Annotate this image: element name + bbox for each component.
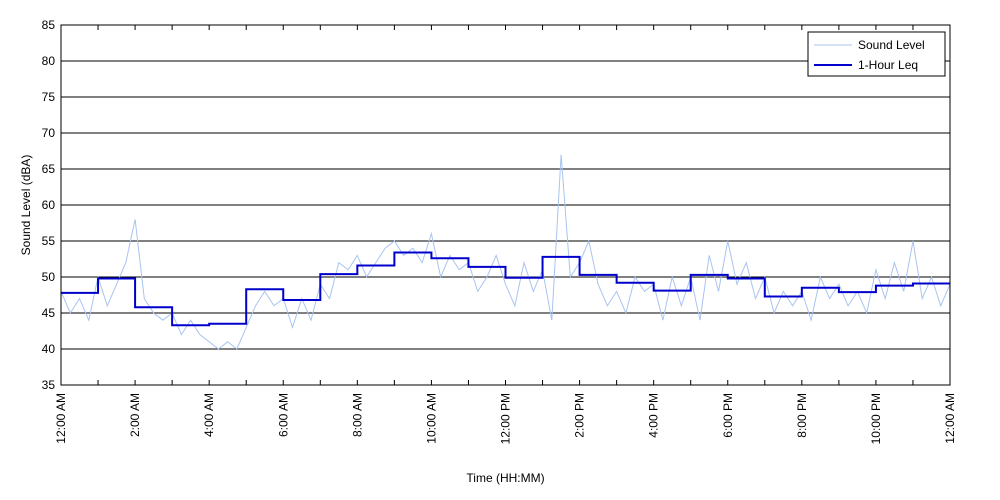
x-tick-label: 10:00 PM xyxy=(869,393,883,444)
y-tick-label: 65 xyxy=(42,162,56,176)
y-tick-label: 75 xyxy=(42,90,56,104)
y-tick-label: 60 xyxy=(42,198,56,212)
x-tick-label: 6:00 AM xyxy=(276,393,290,437)
y-tick-label: 85 xyxy=(42,18,56,32)
x-tick-label: 4:00 PM xyxy=(647,393,661,438)
y-axis-label: Sound Level (dBA) xyxy=(19,155,33,256)
y-tick-label: 55 xyxy=(42,234,56,248)
y-tick-label: 45 xyxy=(42,306,56,320)
x-axis: 12:00 AM 2:00 AM 4:00 AM 6:00 AM 8:00 AM 10:0… xyxy=(54,25,957,444)
legend: Sound Level 1-Hour Leq xyxy=(807,31,946,77)
x-tick-label: 8:00 PM xyxy=(795,393,809,438)
legend-box xyxy=(807,31,946,77)
x-tick-label: 4:00 AM xyxy=(202,393,216,437)
y-tick-label: 70 xyxy=(42,126,56,140)
x-tick-label: 12:00 AM xyxy=(943,393,957,444)
x-tick-label: 6:00 PM xyxy=(721,393,735,438)
y-tick-label: 50 xyxy=(42,270,56,284)
x-tick-label: 2:00 PM xyxy=(573,393,587,438)
legend-label-1-hour-leq: 1-Hour Leq xyxy=(858,58,918,72)
x-tick-label: 12:00 PM xyxy=(499,393,513,444)
x-tick-label: 2:00 AM xyxy=(128,393,142,437)
x-axis-label: Time (HH:MM) xyxy=(466,471,544,485)
x-tick-label: 10:00 AM xyxy=(424,393,438,444)
series-layer xyxy=(60,154,951,350)
x-tick-label: 12:00 AM xyxy=(54,393,68,444)
series-line-1-hour-leq xyxy=(61,251,950,327)
y-axis: 35 40 45 50 55 60 65 70 75 80 85 xyxy=(42,18,66,392)
y-tick-label: 40 xyxy=(42,342,56,356)
y-tick-label: 80 xyxy=(42,54,56,68)
x-tick-label: 8:00 AM xyxy=(350,393,364,437)
y-tick-label: 35 xyxy=(42,378,56,392)
legend-label-sound-level: Sound Level xyxy=(858,38,925,52)
